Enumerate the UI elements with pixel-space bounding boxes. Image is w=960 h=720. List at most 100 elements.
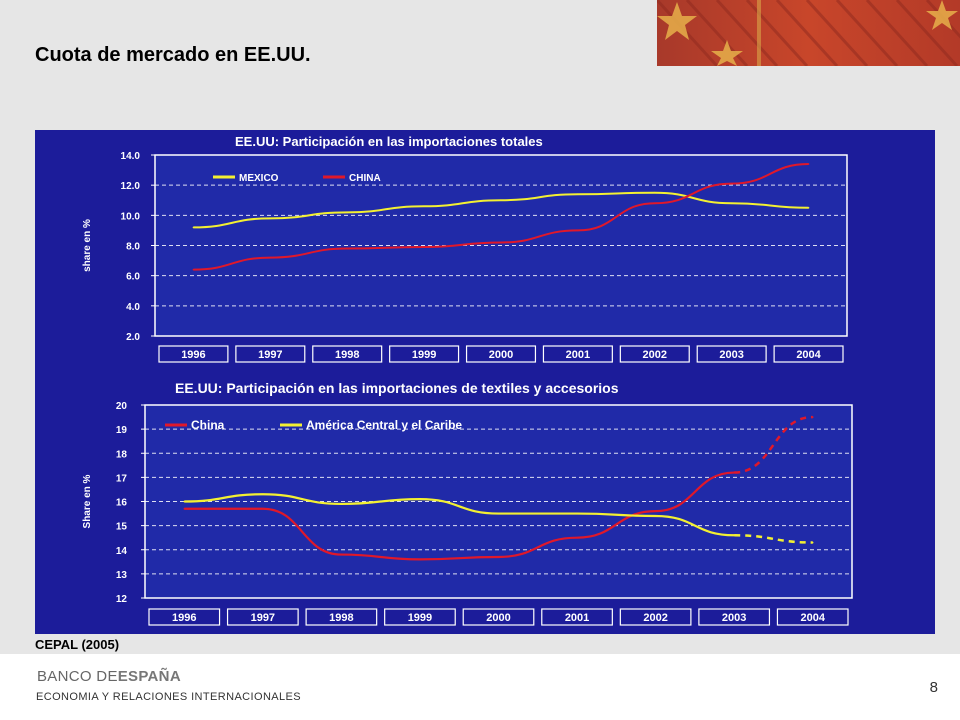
legend-label: MEXICO	[239, 173, 279, 184]
data-point	[269, 217, 272, 220]
x-tick-box	[698, 608, 771, 626]
data-point	[577, 193, 579, 196]
x-tick-box	[696, 345, 767, 363]
x-tick-label: 1997	[258, 349, 282, 361]
y-axis-label: share en %	[82, 219, 93, 272]
data-point	[423, 205, 425, 208]
y-tick-label: 14.0	[121, 151, 141, 162]
data-point	[811, 541, 814, 544]
bank-logo-prefix: BANCO DE	[37, 668, 118, 685]
data-point	[346, 211, 349, 214]
x-tick-box	[773, 345, 844, 363]
series-line-am-rica-central-y-el-caribe-projection	[734, 534, 813, 544]
x-tick-box	[542, 345, 613, 363]
source-note: CEPAL (2005)	[35, 637, 120, 652]
chart-title: EE.UU: Participación en las importacione…	[235, 134, 543, 149]
data-point	[183, 500, 186, 503]
data-point	[262, 507, 264, 510]
x-tick-box	[312, 345, 383, 363]
x-tick-box	[148, 608, 221, 626]
data-point	[576, 536, 578, 539]
data-point	[419, 498, 421, 500]
legend-label: América Central y el Caribe	[306, 418, 462, 432]
chart-title: EE.UU: Participación en las importacione…	[175, 380, 619, 396]
x-tick-label: 2002	[643, 349, 667, 361]
y-tick-label: 4.0	[126, 302, 140, 313]
data-point	[340, 503, 343, 505]
x-tick-box	[776, 608, 849, 626]
y-tick-label: 10.0	[121, 211, 141, 222]
chart-1: EE.UU: Participación en las importacione…	[82, 134, 848, 363]
data-point	[654, 515, 657, 517]
x-tick-box	[541, 608, 613, 626]
x-tick-label: 1996	[181, 349, 205, 361]
y-tick-label: 20	[116, 401, 128, 412]
x-tick-box	[462, 608, 535, 626]
chart-2: EE.UU: Participación en las importacione…	[82, 380, 853, 626]
x-tick-box	[465, 345, 537, 363]
x-tick-label: 2003	[719, 349, 743, 361]
x-tick-label: 1996	[172, 612, 196, 624]
series-line-china	[184, 471, 735, 561]
x-tick-label: 2000	[489, 349, 513, 361]
x-tick-label: 1997	[251, 612, 275, 624]
data-point	[183, 507, 186, 510]
slide-title: Cuota de mercado en EE.UU.	[35, 44, 311, 66]
flag-decoration-image	[657, 0, 960, 66]
x-tick-box	[158, 345, 229, 363]
y-tick-label: 13	[116, 570, 128, 581]
x-tick-label: 2002	[643, 612, 667, 624]
x-tick-box	[226, 608, 299, 626]
x-tick-label: 2004	[800, 612, 825, 624]
y-tick-label: 18	[116, 449, 128, 460]
x-tick-box	[235, 345, 306, 363]
series-line-china-projection	[734, 415, 813, 474]
x-tick-label: 2003	[722, 612, 746, 624]
y-tick-label: 16	[116, 498, 128, 509]
bank-logo: BANCO DEESPAÑA	[37, 668, 181, 685]
data-point	[346, 247, 349, 250]
x-tick-label: 1998	[335, 349, 359, 361]
data-point	[807, 206, 810, 209]
x-tick-label: 2000	[486, 612, 510, 624]
chart-panel: EE.UU: Participación en las importacione…	[35, 130, 935, 634]
data-point	[269, 256, 272, 259]
data-point	[733, 534, 735, 537]
y-tick-label: 2.0	[126, 332, 140, 343]
data-point	[576, 512, 578, 515]
data-point	[654, 510, 657, 512]
y-tick-label: 17	[116, 473, 128, 484]
department-label: ECONOMIA Y RELACIONES INTERNACIONALES	[36, 691, 302, 703]
data-point	[577, 229, 579, 232]
data-point	[192, 226, 195, 229]
legend-label: CHINA	[349, 173, 381, 184]
x-tick-label: 2001	[565, 612, 589, 624]
data-point	[262, 493, 264, 496]
x-tick-box	[619, 345, 690, 363]
x-tick-box	[384, 608, 456, 626]
data-point	[192, 268, 195, 271]
data-point	[730, 202, 733, 205]
data-point	[811, 416, 814, 418]
x-tick-label: 2001	[566, 349, 590, 361]
x-tick-box	[619, 608, 692, 626]
data-point	[500, 199, 502, 202]
data-point	[497, 512, 500, 515]
data-point	[807, 163, 810, 165]
x-tick-label: 2004	[796, 349, 821, 361]
data-point	[730, 182, 733, 185]
y-tick-label: 19	[116, 425, 128, 436]
data-point	[500, 241, 502, 244]
y-tick-label: 12.0	[121, 181, 141, 192]
y-tick-label: 12	[116, 594, 128, 605]
y-tick-label: 6.0	[126, 272, 140, 283]
y-tick-label: 15	[116, 522, 128, 533]
bank-logo-bold: ESPAÑA	[117, 668, 181, 685]
charts-image: EE.UU: Participación en las importacione…	[35, 130, 935, 634]
y-tick-label: 8.0	[126, 242, 140, 253]
x-tick-label: 1999	[408, 612, 432, 624]
data-point	[653, 202, 656, 205]
data-point	[653, 191, 656, 194]
page-number: 8	[929, 679, 938, 696]
y-tick-label: 14	[116, 546, 128, 557]
